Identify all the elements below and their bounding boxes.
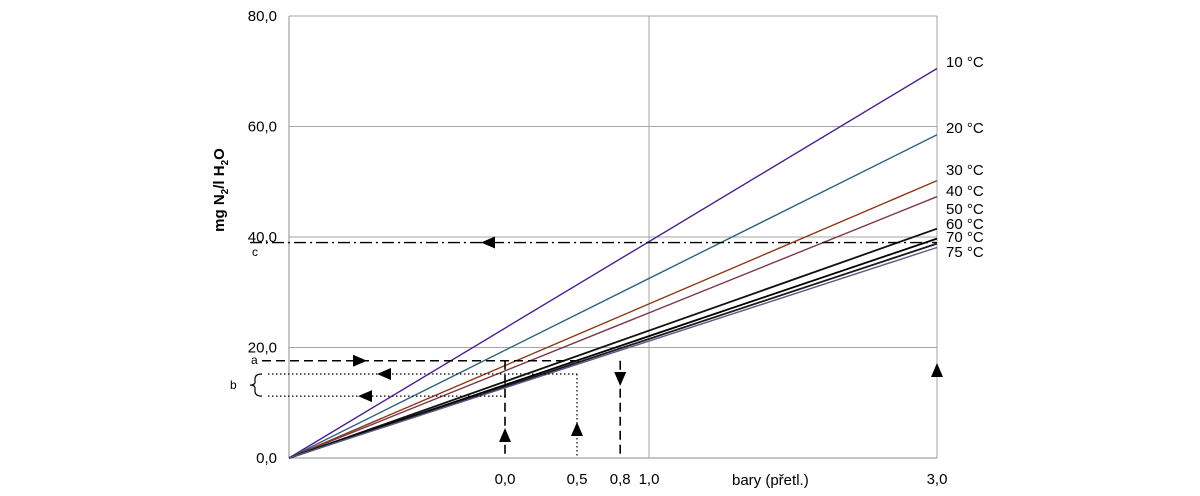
y-tick-label: 20,0 [248, 340, 277, 357]
y-tick-label: 0,0 [256, 450, 277, 467]
series-label: 30 °C [946, 162, 984, 179]
y-tick-label: 80,0 [248, 8, 277, 25]
annotation-lines [249, 236, 943, 458]
series-label: 40 °C [946, 183, 984, 200]
grid-lines [289, 15, 938, 458]
series-label: 70 °C [946, 229, 984, 246]
annotation-a-arrow [353, 354, 367, 367]
y-axis-label: mg N2/l H2O [211, 148, 231, 232]
series-line [288, 227, 938, 459]
series-labels: 10 °C 20 °C 30 °C 40 °C50 °C60 °C70 °C75 °C [946, 54, 984, 261]
annotation-b-label: b [230, 378, 237, 392]
series-line [288, 134, 938, 459]
annotation-c-label: c [252, 245, 258, 259]
annotation-3-arrow [931, 363, 943, 377]
series-label: 20 °C [946, 120, 984, 137]
series-line [288, 67, 938, 459]
annotation-c-arrow [481, 236, 495, 249]
annotation-a-up-arrow [499, 428, 511, 442]
series-label: 60 °C [946, 216, 984, 233]
annotation-b-arrow-2 [358, 390, 372, 403]
series-lines [288, 67, 938, 459]
y-tick-label: 60,0 [248, 119, 277, 136]
series-line [288, 196, 938, 459]
series-label: 10 °C [946, 54, 984, 71]
annotation-b-arrow-1 [377, 368, 391, 381]
x-tick-label: 1,0 [639, 471, 660, 488]
series-label: 75 °C [946, 244, 984, 261]
series-line [288, 246, 938, 459]
annotation-08-arrow [614, 372, 627, 386]
tick-labels: 0,0 20,0 40,0 60,0 80,0 0,0 0,5 0,8 1,0 3,0 [248, 8, 948, 488]
x-tick-label: 0,8 [610, 471, 631, 488]
annotation-05-arrow [571, 422, 583, 436]
plot-frame [288, 16, 937, 459]
y-tick-label: 40,0 [248, 229, 277, 246]
x-tick-label: 0,0 [495, 471, 516, 488]
series-label: 50 °C [946, 201, 984, 218]
x-tick-label: 3,0 [927, 471, 948, 488]
x-axis-label: bary (přetl.) [732, 472, 809, 489]
annotation-b-brace [249, 373, 263, 397]
annotation-a-label: a [251, 353, 258, 367]
x-tick-label: 0,5 [567, 471, 588, 488]
series-line [288, 180, 938, 459]
